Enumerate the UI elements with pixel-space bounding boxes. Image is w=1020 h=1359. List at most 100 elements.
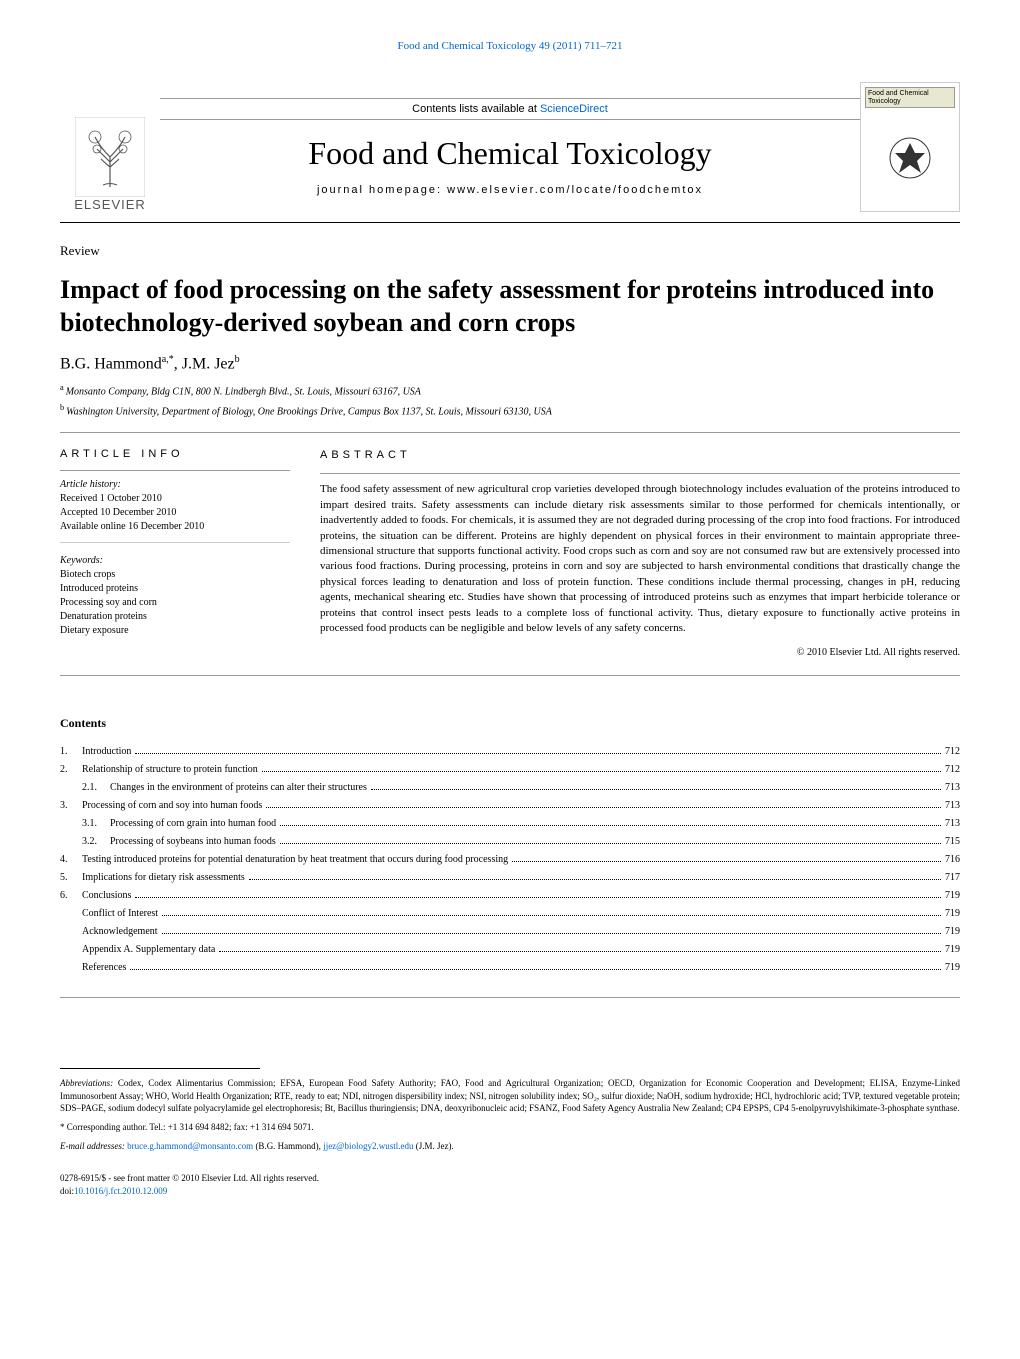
fct-box-label: Food and Chemical Toxicology bbox=[865, 87, 955, 108]
contents-available-text: Contents lists available at bbox=[412, 103, 540, 115]
toc-row[interactable]: 2.1.Changes in the environment of protei… bbox=[60, 779, 960, 797]
publisher-logo-left: ELSEVIER bbox=[60, 82, 160, 212]
toc-row[interactable]: 1.Introduction 712 bbox=[60, 743, 960, 761]
toc-dots bbox=[130, 969, 941, 970]
author-2: , J.M. Jez bbox=[174, 355, 235, 372]
toc-page: 712 bbox=[945, 743, 960, 761]
online-date: Available online 16 December 2010 bbox=[60, 520, 290, 534]
toc-label: Processing of corn and soy into human fo… bbox=[82, 797, 262, 815]
elsevier-tree-icon bbox=[75, 117, 145, 197]
received-date: Received 1 October 2010 bbox=[60, 492, 290, 506]
toc-dots bbox=[249, 879, 941, 880]
keywords-label: Keywords: bbox=[60, 555, 290, 566]
author-2-sup: b bbox=[235, 354, 240, 365]
journal-name: Food and Chemical Toxicology bbox=[160, 135, 860, 172]
keyword-2: Introduced proteins bbox=[60, 582, 290, 596]
abstract-column: ABSTRACT The food safety assessment of n… bbox=[320, 448, 960, 660]
article-title: Impact of food processing on the safety … bbox=[60, 274, 960, 339]
toc-page: 719 bbox=[945, 959, 960, 977]
accepted-date: Accepted 10 December 2010 bbox=[60, 506, 290, 520]
article-info-heading: ARTICLE INFO bbox=[60, 448, 290, 460]
toc-page: 715 bbox=[945, 833, 960, 851]
toc-dots bbox=[135, 753, 941, 754]
contents-heading: Contents bbox=[60, 716, 960, 731]
toc-label: References bbox=[82, 959, 126, 977]
toc-row[interactable]: 4.Testing introduced proteins for potent… bbox=[60, 851, 960, 869]
toc-row[interactable]: 3.2.Processing of soybeans into human fo… bbox=[60, 833, 960, 851]
toc-label: Changes in the environment of proteins c… bbox=[110, 779, 367, 797]
journal-homepage: journal homepage: www.elsevier.com/locat… bbox=[160, 184, 860, 196]
keyword-1: Biotech crops bbox=[60, 568, 290, 582]
aff-b-text: Washington University, Department of Bio… bbox=[66, 406, 552, 417]
footnote-rule bbox=[60, 1068, 260, 1069]
toc-row[interactable]: Acknowledgement 719 bbox=[60, 923, 960, 941]
email-line: E-mail addresses: bruce.g.hammond@monsan… bbox=[60, 1140, 960, 1153]
email-2-name: (J.M. Jez). bbox=[413, 1141, 453, 1151]
toc-dots bbox=[219, 951, 941, 952]
toc-row[interactable]: 5.Implications for dietary risk assessme… bbox=[60, 869, 960, 887]
toc-num: 3.2. bbox=[82, 833, 110, 851]
toc-page: 719 bbox=[945, 923, 960, 941]
toc-label: Conclusions bbox=[82, 887, 131, 905]
toc-page: 719 bbox=[945, 887, 960, 905]
toc-label: Conflict of Interest bbox=[82, 905, 158, 923]
doi-link[interactable]: 10.1016/j.fct.2010.12.009 bbox=[74, 1186, 167, 1196]
info-abstract-row: ARTICLE INFO Article history: Received 1… bbox=[60, 448, 960, 660]
toc-label: Implications for dietary risk assessment… bbox=[82, 869, 245, 887]
contents-available-line: Contents lists available at ScienceDirec… bbox=[160, 98, 860, 120]
journal-citation-link[interactable]: Food and Chemical Toxicology 49 (2011) 7… bbox=[60, 40, 960, 52]
email-label: E-mail addresses: bbox=[60, 1141, 127, 1151]
toc-num: 2. bbox=[60, 761, 82, 779]
toc-label: Processing of corn grain into human food bbox=[110, 815, 276, 833]
keyword-4: Denaturation proteins bbox=[60, 610, 290, 624]
journal-header: ELSEVIER Contents lists available at Sci… bbox=[60, 82, 960, 223]
article-type-label: Review bbox=[60, 243, 960, 259]
toc-dots bbox=[371, 789, 941, 790]
authors-line: B.G. Hammonda,*, J.M. Jezb bbox=[60, 354, 960, 373]
email-1-name: (B.G. Hammond), bbox=[253, 1141, 323, 1151]
email-1-link[interactable]: bruce.g.hammond@monsanto.com bbox=[127, 1141, 253, 1151]
doi-section: 0278-6915/$ - see front matter © 2010 El… bbox=[60, 1172, 960, 1197]
abbrev-label: Abbreviations: bbox=[60, 1078, 113, 1088]
keyword-3: Processing soy and corn bbox=[60, 596, 290, 610]
email-2-link[interactable]: jjez@biology2.wustl.edu bbox=[323, 1141, 413, 1151]
keyword-5: Dietary exposure bbox=[60, 624, 290, 638]
keywords-block: Keywords: Biotech crops Introduced prote… bbox=[60, 555, 290, 638]
toc-dots bbox=[280, 843, 941, 844]
toc-page: 719 bbox=[945, 941, 960, 959]
author-1-sup: a,* bbox=[162, 354, 174, 365]
toc-page: 713 bbox=[945, 779, 960, 797]
toc-row[interactable]: Appendix A. Supplementary data 719 bbox=[60, 941, 960, 959]
toc-page: 717 bbox=[945, 869, 960, 887]
sciencedirect-link[interactable]: ScienceDirect bbox=[540, 103, 608, 115]
toc-label: Appendix A. Supplementary data bbox=[82, 941, 215, 959]
divider bbox=[60, 470, 290, 471]
abbreviations-block: Abbreviations: Codex, Codex Alimentarius… bbox=[60, 1077, 960, 1115]
abbrev-text: Codex, Codex Alimentarius Commission; EF… bbox=[60, 1078, 960, 1113]
toc-row[interactable]: 6.Conclusions 719 bbox=[60, 887, 960, 905]
toc-page: 713 bbox=[945, 815, 960, 833]
divider bbox=[320, 473, 960, 474]
contents-section: Contents 1.Introduction 7122.Relationshi… bbox=[60, 716, 960, 977]
toc-row[interactable]: 3.Processing of corn and soy into human … bbox=[60, 797, 960, 815]
toc-row[interactable]: References 719 bbox=[60, 959, 960, 977]
abstract-copyright: © 2010 Elsevier Ltd. All rights reserved… bbox=[320, 646, 960, 660]
author-1: B.G. Hammond bbox=[60, 355, 162, 372]
divider bbox=[60, 675, 960, 676]
toc-row[interactable]: 2.Relationship of structure to protein f… bbox=[60, 761, 960, 779]
toc-page: 712 bbox=[945, 761, 960, 779]
corresponding-author: * Corresponding author. Tel.: +1 314 694… bbox=[60, 1121, 960, 1134]
toc-row[interactable]: Conflict of Interest 719 bbox=[60, 905, 960, 923]
doi-label: doi: bbox=[60, 1186, 74, 1196]
toc-dots bbox=[135, 897, 941, 898]
article-info-column: ARTICLE INFO Article history: Received 1… bbox=[60, 448, 290, 660]
toc-label: Processing of soybeans into human foods bbox=[110, 833, 276, 851]
toc-dots bbox=[280, 825, 941, 826]
fct-emblem-icon bbox=[885, 108, 935, 207]
toc-num: 3.1. bbox=[82, 815, 110, 833]
front-matter-line: 0278-6915/$ - see front matter © 2010 El… bbox=[60, 1172, 960, 1185]
toc-row[interactable]: 3.1.Processing of corn grain into human … bbox=[60, 815, 960, 833]
journal-header-center: Contents lists available at ScienceDirec… bbox=[160, 98, 860, 196]
toc-label: Relationship of structure to protein fun… bbox=[82, 761, 258, 779]
toc-num: 3. bbox=[60, 797, 82, 815]
